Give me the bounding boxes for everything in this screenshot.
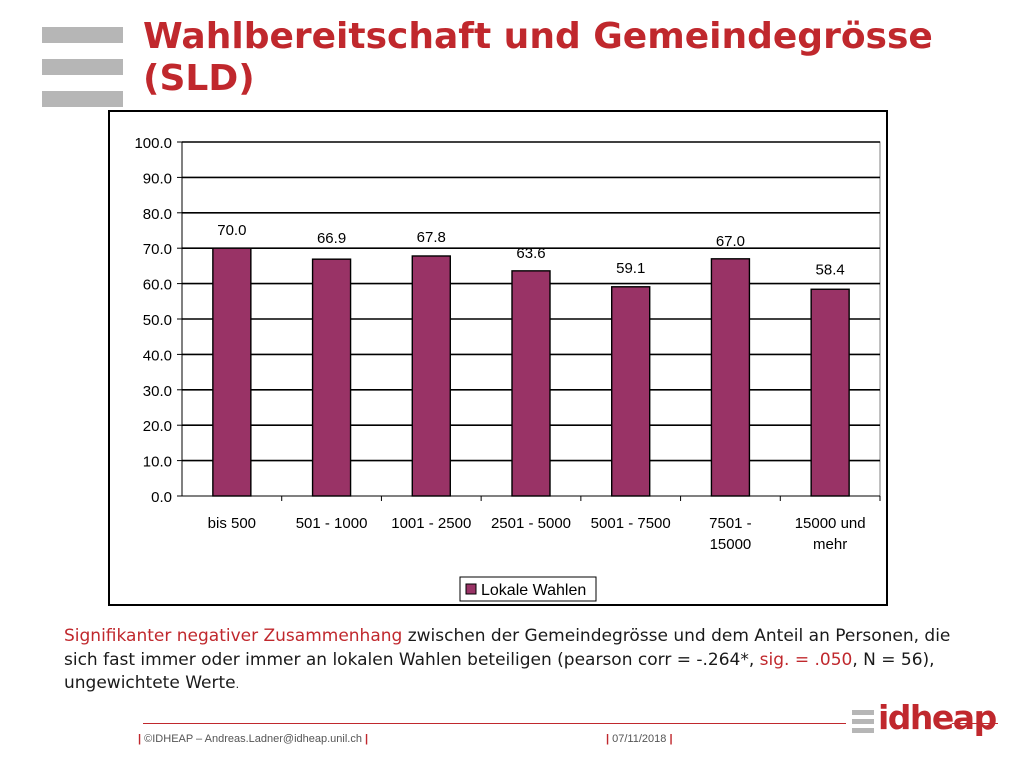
y-tick-label: 100.0 bbox=[134, 135, 172, 152]
note-part: Signifikanter negativer Zusammenhang bbox=[64, 626, 403, 646]
note-part: . bbox=[235, 678, 240, 691]
note-part: , N = 56), ungewichtete Werte bbox=[64, 649, 935, 694]
footer-date: | 07/11/2018 | bbox=[606, 733, 673, 745]
footer-contact-text: ©IDHEAP – Andreas.Ladner@idheap.unil.ch bbox=[144, 733, 362, 745]
data-label: 67.0 bbox=[716, 233, 745, 250]
category-label: 15000 und bbox=[795, 515, 866, 532]
category-label: 501 - 1000 bbox=[296, 515, 368, 532]
bar bbox=[511, 270, 551, 497]
y-tick-label: 80.0 bbox=[143, 206, 172, 223]
footer-pipe: | bbox=[669, 733, 673, 745]
y-tick-label: 60.0 bbox=[143, 277, 172, 294]
bar bbox=[810, 288, 850, 497]
category-label: 2501 - 5000 bbox=[491, 515, 571, 532]
footer-pipe: | bbox=[365, 733, 369, 745]
chart-note: Signifikanter negativer Zusammenhang zwi… bbox=[64, 625, 964, 697]
data-label: 59.1 bbox=[616, 260, 645, 277]
category-label: 1001 - 2500 bbox=[391, 515, 471, 532]
bar bbox=[311, 258, 352, 497]
bar bbox=[611, 286, 651, 497]
bar bbox=[710, 258, 751, 497]
category-label: 15000 bbox=[710, 536, 752, 553]
data-label: 70.0 bbox=[217, 222, 246, 239]
legend-label: Lokale Wahlen bbox=[481, 582, 586, 599]
category-label: mehr bbox=[813, 536, 847, 553]
legend bbox=[459, 576, 597, 602]
footer-divider-right bbox=[952, 723, 998, 724]
category-label: 7501 - bbox=[709, 515, 752, 532]
category-label: bis 500 bbox=[208, 515, 256, 532]
decorative-bars bbox=[42, 27, 123, 107]
idheap-logo: idheap bbox=[852, 698, 997, 744]
data-label: 58.4 bbox=[816, 261, 845, 278]
y-tick-label: 70.0 bbox=[143, 241, 172, 258]
data-label: 63.6 bbox=[516, 245, 545, 262]
y-tick-label: 10.0 bbox=[143, 454, 172, 471]
bar bbox=[212, 247, 252, 497]
note-part: sig. = .050 bbox=[759, 649, 853, 670]
y-tick-label: 20.0 bbox=[143, 418, 172, 435]
legend-swatch bbox=[465, 583, 477, 595]
logo-lines-icon bbox=[852, 710, 874, 734]
y-tick-label: 40.0 bbox=[143, 347, 172, 364]
footer-date-text: 07/11/2018 bbox=[612, 733, 667, 745]
footer-pipe: | bbox=[138, 733, 142, 745]
y-tick-label: 50.0 bbox=[143, 312, 172, 329]
slide-title: Wahlbereitschaft und Gemeindegrösse (SLD… bbox=[143, 16, 933, 99]
data-label: 67.8 bbox=[417, 229, 446, 246]
footer-contact: | ©IDHEAP – Andreas.Ladner@idheap.unil.c… bbox=[138, 733, 368, 745]
logo-text: idheap bbox=[878, 698, 997, 737]
footer-pipe: | bbox=[606, 733, 610, 745]
bar-chart: 0.0 10.0 20.0 30.0 40.0 50.0 60.0 70.0 80.0 90.0 1… bbox=[134, 135, 881, 602]
chart-frame: 0.0 10.0 20.0 30.0 40.0 50.0 60.0 70.0 80.0 90.0 1… bbox=[108, 110, 888, 606]
y-tick-label: 30.0 bbox=[143, 383, 172, 400]
data-label: 66.9 bbox=[317, 230, 346, 247]
bar bbox=[411, 255, 451, 497]
category-label: 5001 - 7500 bbox=[591, 515, 671, 532]
note-part: zwischen der Gemeindegrösse und dem Ante… bbox=[64, 626, 951, 670]
footer-divider bbox=[143, 723, 846, 724]
y-tick-label: 0.0 bbox=[151, 489, 172, 506]
y-tick-label: 90.0 bbox=[143, 170, 172, 187]
